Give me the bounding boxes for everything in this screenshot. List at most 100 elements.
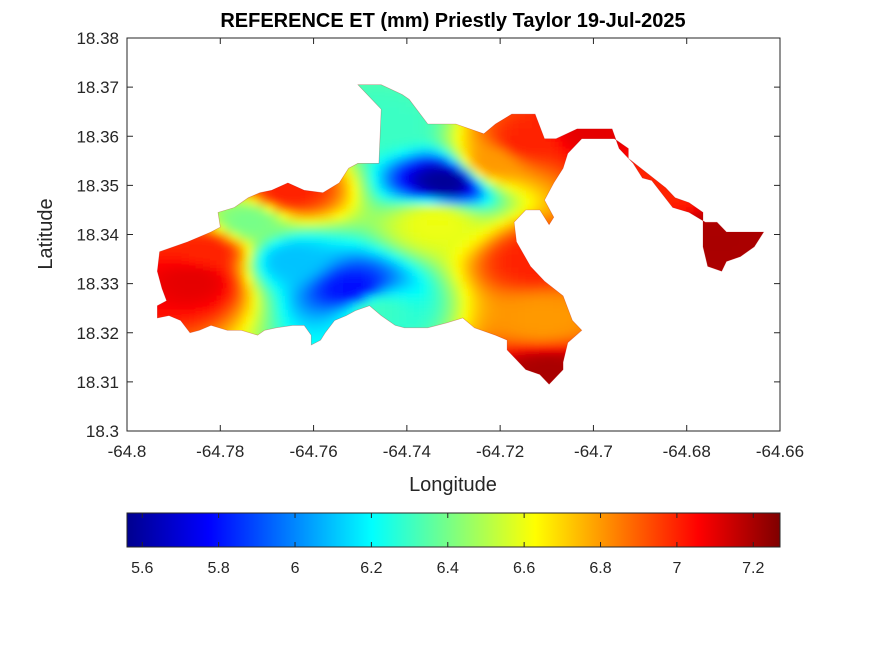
field-cell	[231, 219, 240, 228]
field-cell	[266, 254, 275, 263]
field-cell	[427, 149, 436, 158]
field-cell	[329, 310, 338, 319]
field-cell	[420, 177, 429, 186]
field-cell	[294, 317, 303, 326]
field-cell	[490, 310, 499, 319]
field-cell	[280, 184, 289, 193]
field-cell	[511, 156, 520, 165]
field-cell	[553, 142, 562, 151]
field-cell	[392, 268, 401, 277]
field-cell	[546, 212, 555, 221]
field-cell	[497, 198, 506, 207]
field-cell	[315, 275, 324, 284]
field-cell	[413, 149, 422, 158]
field-cell	[315, 303, 324, 312]
field-cell	[231, 233, 240, 242]
field-cell	[518, 149, 527, 158]
field-cell	[245, 226, 254, 235]
field-cell	[553, 359, 562, 368]
field-cell	[308, 219, 317, 228]
field-cell	[518, 282, 527, 291]
field-cell	[497, 177, 506, 186]
field-cell	[385, 100, 394, 109]
field-cell	[399, 149, 408, 158]
field-cell	[399, 177, 408, 186]
field-cell	[532, 338, 541, 347]
field-cell	[525, 289, 534, 298]
field-cell	[266, 275, 275, 284]
field-cell	[350, 212, 359, 221]
field-cell	[385, 177, 394, 186]
field-cell	[357, 303, 366, 312]
field-cell	[532, 324, 541, 333]
field-cell	[357, 191, 366, 200]
field-cell	[364, 198, 373, 207]
field-cell	[511, 135, 520, 144]
field-cell	[441, 135, 450, 144]
field-cell	[504, 177, 513, 186]
field-cell	[406, 170, 415, 179]
field-cell	[196, 261, 205, 270]
field-cell	[525, 177, 534, 186]
field-cell	[539, 296, 548, 305]
field-cell	[427, 310, 436, 319]
field-cell	[252, 205, 261, 214]
field-cell	[490, 261, 499, 270]
field-cell	[301, 275, 310, 284]
field-cell	[399, 170, 408, 179]
field-cell	[308, 233, 317, 242]
field-cell	[329, 289, 338, 298]
field-cell	[560, 135, 569, 144]
field-cell	[378, 107, 387, 116]
field-cell	[434, 275, 443, 284]
field-cell	[427, 163, 436, 172]
field-cell	[413, 177, 422, 186]
field-cell	[238, 289, 247, 298]
field-cell	[728, 233, 737, 242]
field-cell	[462, 163, 471, 172]
field-cell	[252, 282, 261, 291]
field-cell	[175, 289, 184, 298]
field-cell	[427, 198, 436, 207]
field-cell	[343, 184, 352, 193]
field-cell	[413, 128, 422, 137]
field-cell	[420, 198, 429, 207]
field-cell	[378, 170, 387, 179]
field-cell	[539, 191, 548, 200]
field-cell	[322, 303, 331, 312]
field-cell	[539, 149, 548, 158]
field-cell	[322, 254, 331, 263]
field-cell	[469, 226, 478, 235]
field-cell	[287, 198, 296, 207]
field-cell	[490, 135, 499, 144]
field-cell	[420, 247, 429, 256]
field-cell	[441, 191, 450, 200]
field-cell	[455, 282, 464, 291]
field-cell	[392, 226, 401, 235]
field-cell	[385, 212, 394, 221]
field-cell	[483, 233, 492, 242]
field-cell	[399, 240, 408, 249]
field-cell	[294, 233, 303, 242]
field-cell	[301, 233, 310, 242]
field-cell	[371, 247, 380, 256]
field-cell	[413, 142, 422, 151]
field-cell	[392, 303, 401, 312]
field-cell	[287, 268, 296, 277]
field-cell	[525, 163, 534, 172]
field-cell	[476, 156, 485, 165]
field-cell	[385, 233, 394, 242]
field-cell	[462, 212, 471, 221]
field-cell	[231, 212, 240, 221]
field-cell	[238, 310, 247, 319]
field-cell	[707, 261, 716, 270]
field-cell	[175, 296, 184, 305]
field-cell	[553, 149, 562, 158]
field-cell	[427, 135, 436, 144]
field-cell	[203, 317, 212, 326]
field-cell	[448, 163, 457, 172]
field-cell	[469, 296, 478, 305]
field-cell	[504, 170, 513, 179]
field-cell	[518, 338, 527, 347]
field-cell	[322, 261, 331, 270]
